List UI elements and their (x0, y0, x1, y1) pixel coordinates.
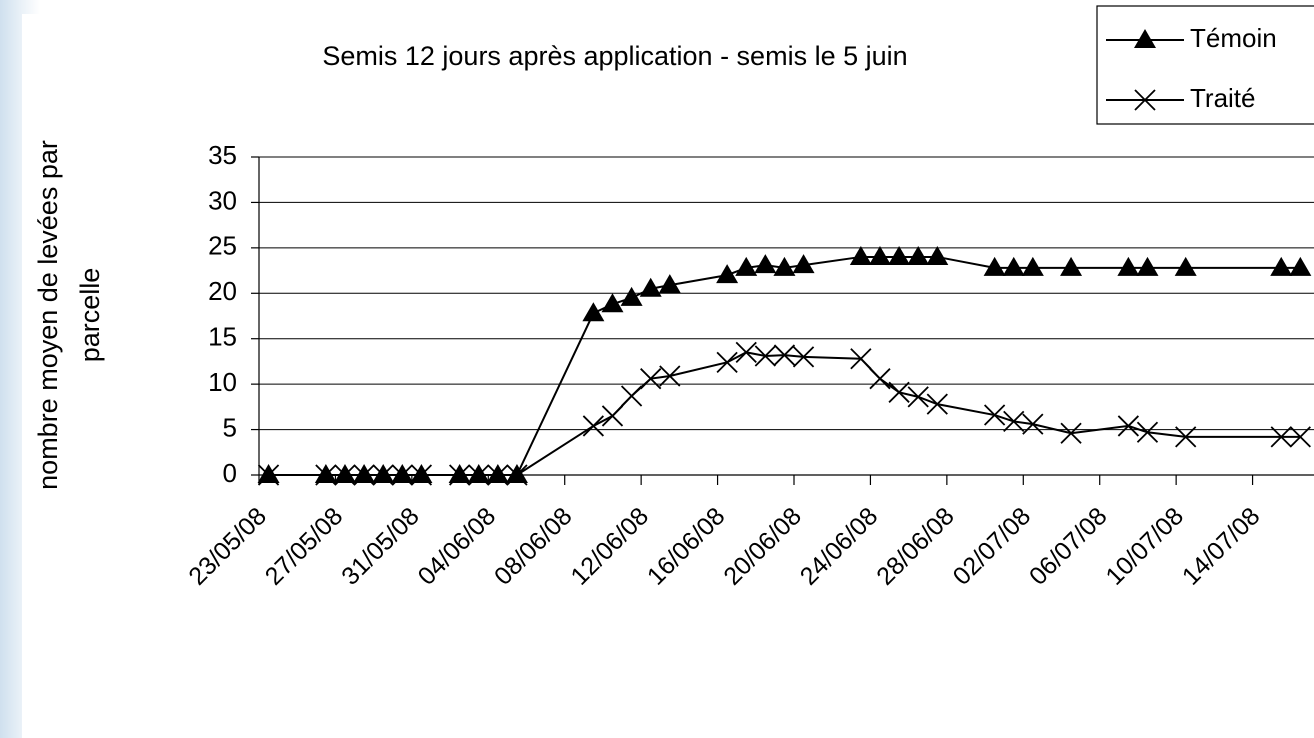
point (448, 464, 471, 486)
y-axis-label: nombre moyen de levées par (33, 140, 63, 490)
point (410, 464, 433, 483)
point (601, 293, 624, 313)
legend-label: Traité (1190, 83, 1256, 113)
y-tick-label: 35 (208, 140, 237, 170)
point (391, 464, 413, 486)
point (1136, 421, 1159, 443)
point (773, 344, 796, 366)
point (391, 464, 414, 483)
point (315, 464, 337, 486)
point (888, 245, 911, 265)
point (505, 464, 528, 483)
point (467, 464, 490, 483)
point (1117, 256, 1140, 276)
point (792, 254, 815, 274)
point (850, 348, 872, 370)
legend: Témoin Traité (1096, 5, 1314, 125)
point (257, 464, 280, 486)
point (333, 464, 356, 483)
point (849, 245, 872, 265)
point (1270, 426, 1292, 448)
point (1289, 426, 1311, 448)
point (868, 245, 891, 265)
point (620, 286, 643, 306)
point (1289, 256, 1312, 276)
point (1117, 415, 1140, 437)
point (601, 405, 624, 427)
point (486, 464, 509, 483)
y-tick-label: 20 (208, 276, 237, 306)
point (582, 415, 605, 437)
point (620, 385, 643, 407)
point (487, 464, 509, 486)
point (334, 464, 356, 486)
y-tick-label: 10 (208, 367, 237, 397)
point (1022, 413, 1044, 435)
y-axis-label: parcelle (75, 268, 105, 363)
point (1060, 422, 1082, 444)
point (506, 464, 528, 486)
point (754, 345, 776, 367)
point (773, 256, 796, 276)
point (1270, 256, 1293, 276)
point (658, 274, 681, 294)
y-tick-label: 5 (223, 412, 237, 442)
point (1003, 410, 1025, 433)
point (410, 464, 433, 486)
point (869, 368, 891, 390)
point (792, 346, 815, 368)
point (926, 393, 948, 415)
point (314, 464, 337, 483)
point (640, 368, 662, 390)
point (983, 404, 1006, 426)
point (372, 464, 395, 483)
point (448, 464, 471, 483)
point (1002, 256, 1025, 276)
point (468, 464, 490, 486)
chart-title: Semis 12 jours après application - semis… (322, 41, 907, 71)
y-tick-label: 0 (223, 458, 237, 488)
legend-box (1096, 5, 1314, 125)
point (907, 245, 930, 265)
point (372, 464, 394, 486)
point (754, 254, 777, 274)
point (1060, 256, 1083, 276)
point (1136, 256, 1159, 276)
y-tick-label: 25 (208, 231, 237, 261)
point (257, 464, 280, 483)
point (735, 256, 758, 276)
point (353, 464, 375, 486)
point (1175, 426, 1197, 448)
point (983, 256, 1006, 276)
point (716, 351, 738, 373)
y-tick-label: 15 (208, 322, 237, 352)
point (888, 381, 910, 403)
legend-label: Témoin (1190, 23, 1277, 53)
point (1174, 256, 1197, 276)
point (926, 245, 949, 265)
point (907, 386, 929, 408)
series (257, 341, 1311, 486)
legend-marker (1134, 89, 1156, 111)
point (735, 341, 757, 363)
point (659, 365, 681, 387)
point (639, 277, 662, 297)
point (353, 464, 376, 483)
y-tick-label: 30 (208, 185, 237, 215)
point (1021, 256, 1044, 276)
legend-marker (1134, 29, 1156, 48)
point (716, 264, 739, 284)
point (582, 302, 605, 322)
